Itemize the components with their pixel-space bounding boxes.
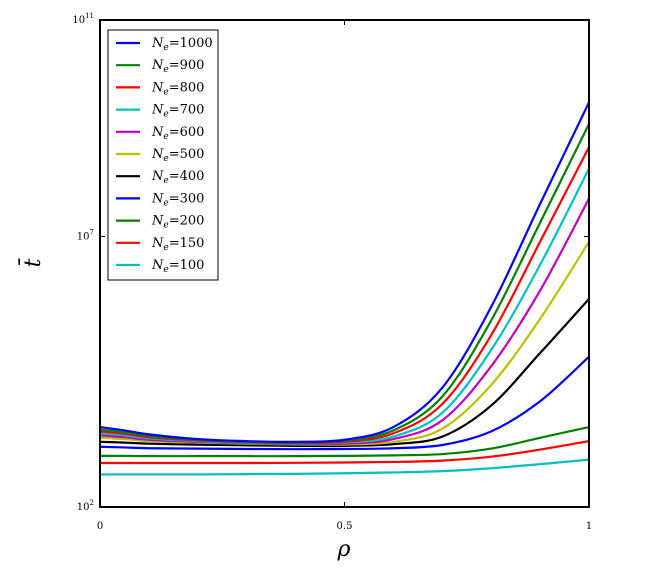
- legend-label-11: Ne=100: [151, 258, 204, 275]
- y-tick-label-0: 102: [77, 499, 94, 513]
- y-tick-label-2: 1011: [72, 12, 94, 26]
- series-line-10: [100, 440, 590, 465]
- legend-label-2: Ne=900: [151, 58, 204, 75]
- legend-label-9: Ne=200: [151, 214, 204, 231]
- legend-entry-11: Ne=100: [116, 258, 204, 275]
- legend-entry-9: Ne=200: [116, 214, 204, 231]
- legend-entry-4: Ne=700: [116, 103, 204, 120]
- legend-label-10: Ne=150: [151, 236, 204, 253]
- series-line-3: [99, 146, 590, 445]
- legend-label-4: Ne=700: [151, 103, 204, 120]
- x-tick-label-2: 1: [586, 521, 592, 532]
- legend-entry-8: Ne=300: [116, 191, 204, 208]
- legend-entry-5: Ne=600: [116, 125, 204, 142]
- x-axis-label: ρ: [337, 537, 351, 562]
- series-line-1: [99, 101, 590, 443]
- legend-label-5: Ne=600: [151, 125, 204, 142]
- series-layer: [99, 101, 590, 476]
- legend-label-3: Ne=800: [151, 80, 204, 97]
- series-line-9: [99, 425, 590, 458]
- x-tick-label-0: 0: [97, 521, 103, 532]
- y-tick-label-1: 107: [77, 228, 94, 242]
- legend-entry-3: Ne=800: [116, 80, 204, 97]
- series-line-8: [99, 355, 590, 451]
- y-axis-label: t̄: [18, 258, 46, 268]
- legend-label-6: Ne=500: [151, 147, 204, 164]
- legend-entry-7: Ne=400: [116, 169, 204, 186]
- legend: Ne=1000 Ne=900 Ne=800 Ne=700 Ne=600 Ne=500 Ne=…: [107, 29, 219, 281]
- legend-label-1: Ne=1000: [151, 36, 213, 53]
- legend-entry-10: Ne=150: [116, 236, 204, 253]
- plot-frame: [99, 19, 590, 508]
- series-line-11: [100, 458, 590, 476]
- legend-label-7: Ne=400: [151, 169, 204, 186]
- legend-label-8: Ne=300: [151, 191, 204, 208]
- x-tick-label-1: 0.5: [337, 521, 353, 532]
- legend-entry-1: Ne=1000: [116, 36, 213, 53]
- legend-entry-2: Ne=900: [116, 58, 204, 75]
- series-line-7: [99, 298, 590, 448]
- legend-entry-6: Ne=500: [116, 147, 204, 164]
